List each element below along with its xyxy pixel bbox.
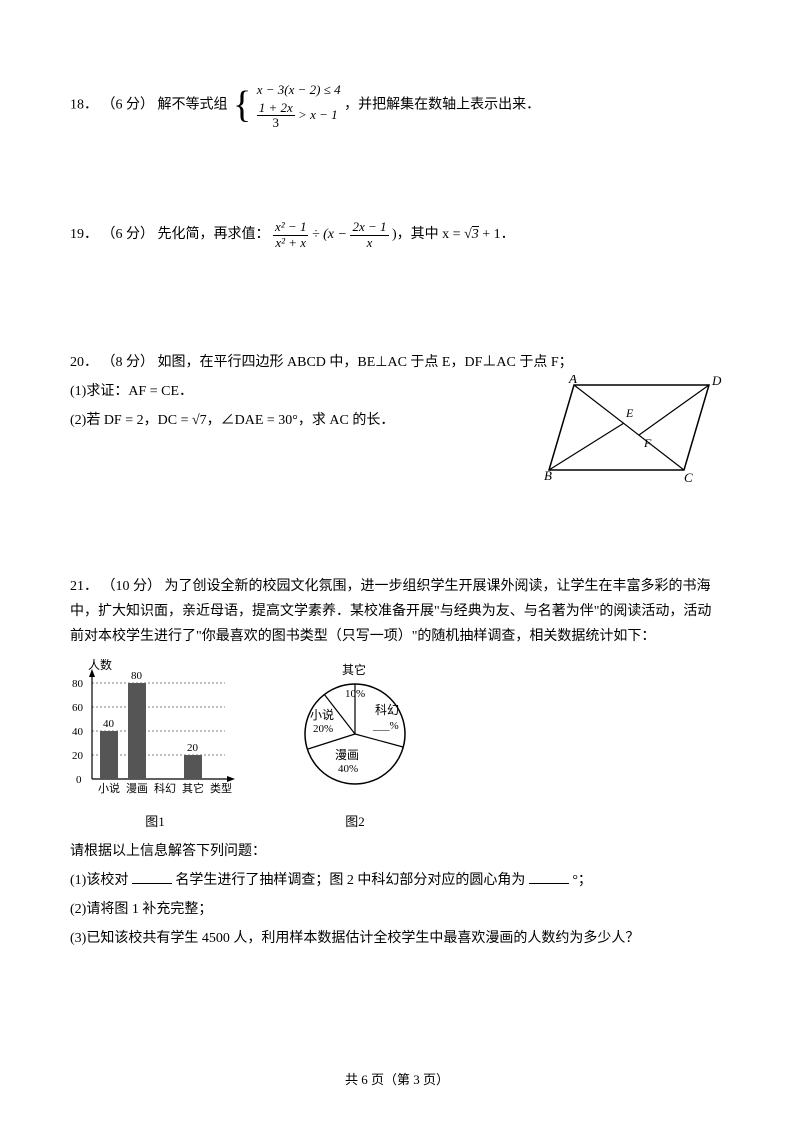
label-B: B [544,468,552,483]
q21-intro: 为了创设全新的校园文化氛围，进一步组织学生开展课外阅读，让学生在丰富多彩的书海中… [70,579,711,644]
pie-scifi: 科幻 [375,703,399,717]
q20-text1: 如图，在平行四边形 ABCD 中，BE⊥AC 于点 E，DF⊥AC 于点 F； [158,355,573,370]
problem-20: 20． （8 分） 如图，在平行四边形 ABCD 中，BE⊥AC 于点 E，DF… [70,350,724,434]
q19-f2d: x [350,236,388,250]
cat-2: 科幻 [154,781,176,795]
q19-sqrt: √3 [464,226,479,242]
q19-f1d: x² + x [273,236,308,250]
label-A: A [568,375,577,386]
q19-frac1: x² − 1 x² + x [273,220,308,250]
bar-val-0: 40 [103,718,115,730]
q21-sub1b: 名学生进行了抽样调查；图 2 中科幻部分对应的圆心角为 [175,873,525,888]
pie-novel: 小说 [310,707,334,722]
problem-18: 18． （6 分） 解不等式组 { x − 3(x − 2) ≤ 4 1 + 2… [70,80,724,130]
q19-mid: ÷ (x − [312,227,351,242]
pie-novel-pct: 20% [313,723,333,735]
q18-frac: 1 + 2x 3 [257,101,295,131]
pie-comic-pct: 40% [338,763,358,775]
page-footer: 共 6 页（第 3 页） [0,1069,794,1088]
bar-val-1: 80 [131,670,143,682]
bar-ylabel: 人数 [88,659,112,672]
q20-points: （8 分） [102,355,155,370]
q21-num: 21． [70,579,98,594]
q18-sys1: x − 3(x − 2) ≤ 4 [257,82,341,97]
bar-val-3: 20 [187,742,199,754]
charts-row: 人数 0 20 40 60 80 40 80 [70,659,724,834]
q21-sub2: (2)请将图 1 补充完整； [70,897,724,922]
q19-f2n: 2x − 1 [350,220,388,235]
cat-0: 小说 [98,781,120,795]
q21-points: （10 分） [102,579,162,594]
ytick-0: 0 [76,774,82,786]
q18-prefix: 解不等式组 [158,97,228,112]
q20-num: 20． [70,355,98,370]
label-E: E [625,406,634,420]
ytick-80: 80 [72,678,84,690]
label-F: F [643,436,652,450]
q19-frac2: 2x − 1 x [350,220,388,250]
q19-prefix: 先化简，再求值： [158,227,270,242]
pie-other-pct: 10% [345,688,365,700]
pie-scifi-pct: ___% [372,720,399,732]
q21-after: 请根据以上信息解答下列问题： [70,839,724,864]
q19-num: 19． [70,227,98,242]
ytick-60: 60 [72,702,84,714]
problem-21: 21． （10 分） 为了创设全新的校园文化氛围，进一步组织学生开展课外阅读，让… [70,574,724,952]
label-D: D [711,375,722,388]
brace-icon: { [233,88,251,122]
q18-frac-num: 1 + 2x [257,101,295,116]
q19-f1n: x² − 1 [273,220,308,235]
q19-points: （6 分） [102,227,155,242]
cat-3: 其它 [182,781,204,795]
q18-points: （6 分） [102,97,155,112]
q21-sub1c: °； [572,873,592,888]
blank-field[interactable] [132,870,172,884]
cat-1: 漫画 [126,781,148,795]
bar-caption: 图1 [70,810,240,833]
q18-suffix: ，并把解集在数轴上表示出来． [344,97,540,112]
pie-other: 其它 [342,662,366,677]
q18-sys2-tail: > x − 1 [298,107,338,122]
pie-comic: 漫画 [335,748,359,762]
bar-chart: 人数 0 20 40 60 80 40 80 [70,659,240,834]
bar-xlabel: 类型 [210,781,232,795]
pie-chart: 其它 10% 小说 20% 漫画 40% 科幻 ___% 图2 [280,659,430,834]
q21-sub3: (3)已知该校共有学生 4500 人，利用样本数据估计全校学生中最喜欢漫画的人数… [70,926,724,951]
q21-sub1a: (1)该校对 [70,873,128,888]
label-C: C [684,470,693,485]
q18-num: 18． [70,97,98,112]
q19-tail: )，其中 x = [392,227,464,242]
q18-frac-den: 3 [257,116,295,130]
q19-sqrt-val: 3 [472,226,479,242]
parallelogram-figure: A D B C E F [544,375,724,485]
q21-sub1: (1)该校对 名学生进行了抽样调查；图 2 中科幻部分对应的圆心角为 °； [70,868,724,893]
blank-field[interactable] [529,870,569,884]
problem-19: 19． （6 分） 先化简，再求值： x² − 1 x² + x ÷ (x − … [70,220,724,250]
ytick-20: 20 [72,750,84,762]
q18-system: x − 3(x − 2) ≤ 4 1 + 2x 3 > x − 1 [257,80,341,130]
pie-caption: 图2 [280,810,430,833]
ytick-40: 40 [72,726,84,738]
q19-end: + 1． [482,227,514,242]
